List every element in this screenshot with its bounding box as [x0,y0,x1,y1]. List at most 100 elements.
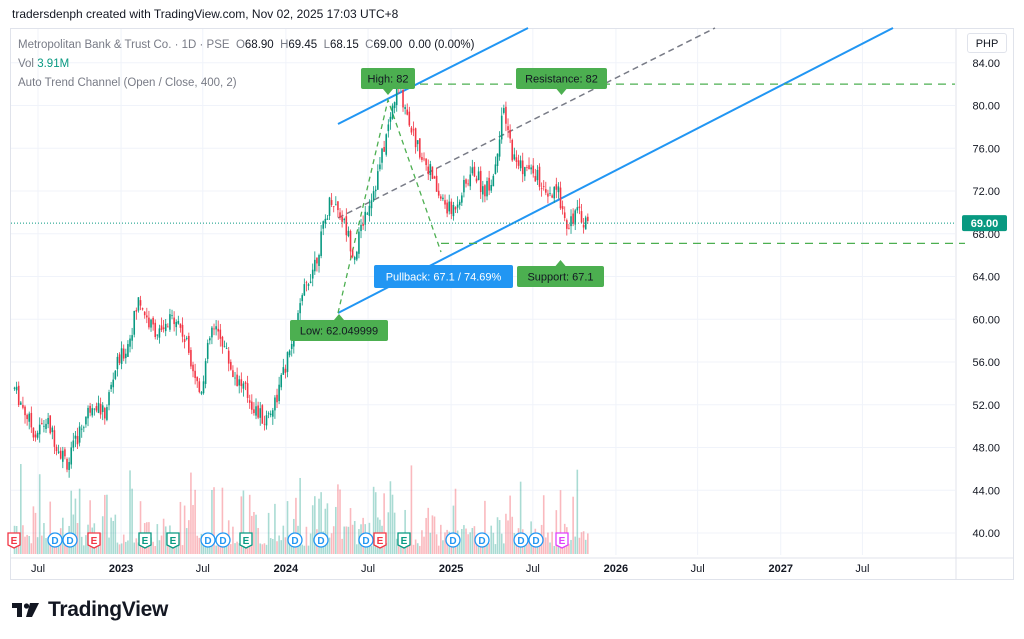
earnings-marker[interactable]: E [166,532,180,549]
y-tick-label: 56.00 [972,357,1000,369]
volume-bar [36,537,39,554]
volume-bar [383,493,385,554]
candle-body [175,321,178,328]
dividend-marker[interactable]: D [47,532,63,548]
tradingview-brand[interactable]: TradingView [12,598,168,622]
dividend-marker[interactable]: D [474,532,490,548]
candle-body [32,427,35,438]
earnings-marker[interactable]: E [87,532,101,549]
candle-body [320,231,322,256]
pullback-label[interactable]: Pullback: 67.1 / 74.69% [374,265,513,288]
candle-body [547,193,549,197]
volume-bar [175,545,178,554]
earnings-marker[interactable]: E [555,532,569,549]
dividend-marker[interactable]: D [358,532,374,548]
candle-body [234,377,236,379]
volume-bar [479,542,482,554]
candle-body [318,255,320,266]
marker-text: D [532,536,539,547]
dividend-marker[interactable]: D [528,532,544,548]
candle-body [125,353,127,359]
earnings-marker[interactable]: E [138,532,152,549]
dividend-marker[interactable]: D [513,532,529,548]
volume-bar [183,505,186,554]
currency-button[interactable]: PHP [967,33,1007,53]
candle-body [53,430,56,447]
volume-bar [108,537,110,554]
dividend-marker[interactable]: D [62,532,78,548]
dividend-marker[interactable]: D [215,532,231,548]
volume-bar [404,509,406,554]
candle-body [106,407,108,420]
volume-bar [246,541,249,554]
candle-body [351,250,354,257]
last-price-badge[interactable] [962,215,1007,232]
dividend-marker[interactable]: D [313,532,329,548]
candle-body [328,197,331,216]
volume-bar [400,545,402,554]
marker-text: D [204,536,211,547]
support-label[interactable]: Support: 67.1 [517,260,604,287]
high-label[interactable]: High: 82 [361,68,415,95]
candle-body [549,193,551,195]
candle-body [446,202,448,214]
symbol-name[interactable]: Metropolitan Bank & Trust Co. · 1D · PSE [18,39,230,51]
volume-bar [154,545,157,554]
dividend-marker[interactable]: D [287,532,303,548]
candle-body [559,187,562,209]
candle-body [72,440,75,448]
earnings-marker[interactable]: E [397,532,411,549]
volume-bar [133,542,136,554]
header-title: tradersdenph created with TradingView.co… [12,7,399,21]
volume-bar [76,523,79,554]
earnings-marker[interactable]: E [7,532,21,549]
volume-bar [70,490,73,554]
volume-bar [519,481,522,554]
candle-body [164,323,167,332]
volume-bar [498,520,501,554]
volume-bar [395,538,398,554]
marker-text: E [243,536,250,547]
earnings-marker[interactable]: E [373,532,387,549]
candle-body [135,310,138,312]
candle-body [232,370,234,378]
candle-body [154,322,157,338]
candle-body [324,218,327,224]
volume-bar [353,521,356,554]
candle-body [85,416,87,425]
candle-body [305,282,308,284]
indicator-name[interactable]: Auto Trend Channel (Open / Close, 400, 2… [18,77,237,89]
candle-body [576,207,579,211]
candle-body [167,326,169,328]
earnings-marker[interactable]: E [239,532,253,549]
candle-body [509,129,511,139]
volume-bar [492,532,495,554]
candle-body [269,413,272,416]
candle-body [553,186,556,199]
volume-bar [414,539,417,554]
candle-body [563,212,566,219]
volume-bar [118,544,121,554]
volume-bar [185,528,188,554]
candle-body [450,201,453,214]
candle-body [372,191,375,201]
volume-bar [572,496,574,554]
candle-body [379,164,381,170]
candle-body [30,412,33,428]
low-label[interactable]: Low: 62.049999 [290,314,388,341]
candle-body [458,201,461,206]
candle-body [358,231,360,254]
high-label: H [280,39,289,51]
candle-body [83,427,85,429]
dividend-marker[interactable]: D [200,532,216,548]
resistance-label[interactable]: Resistance: 82 [516,68,607,95]
candle-body [496,153,499,166]
volume-bar [286,501,289,554]
x-tick-label: 2027 [768,563,792,575]
dividend-marker[interactable]: D [445,532,461,548]
candle-body [461,195,463,203]
volume-bar [421,530,423,554]
volume-bar [267,512,270,554]
volume-bar [257,527,259,554]
